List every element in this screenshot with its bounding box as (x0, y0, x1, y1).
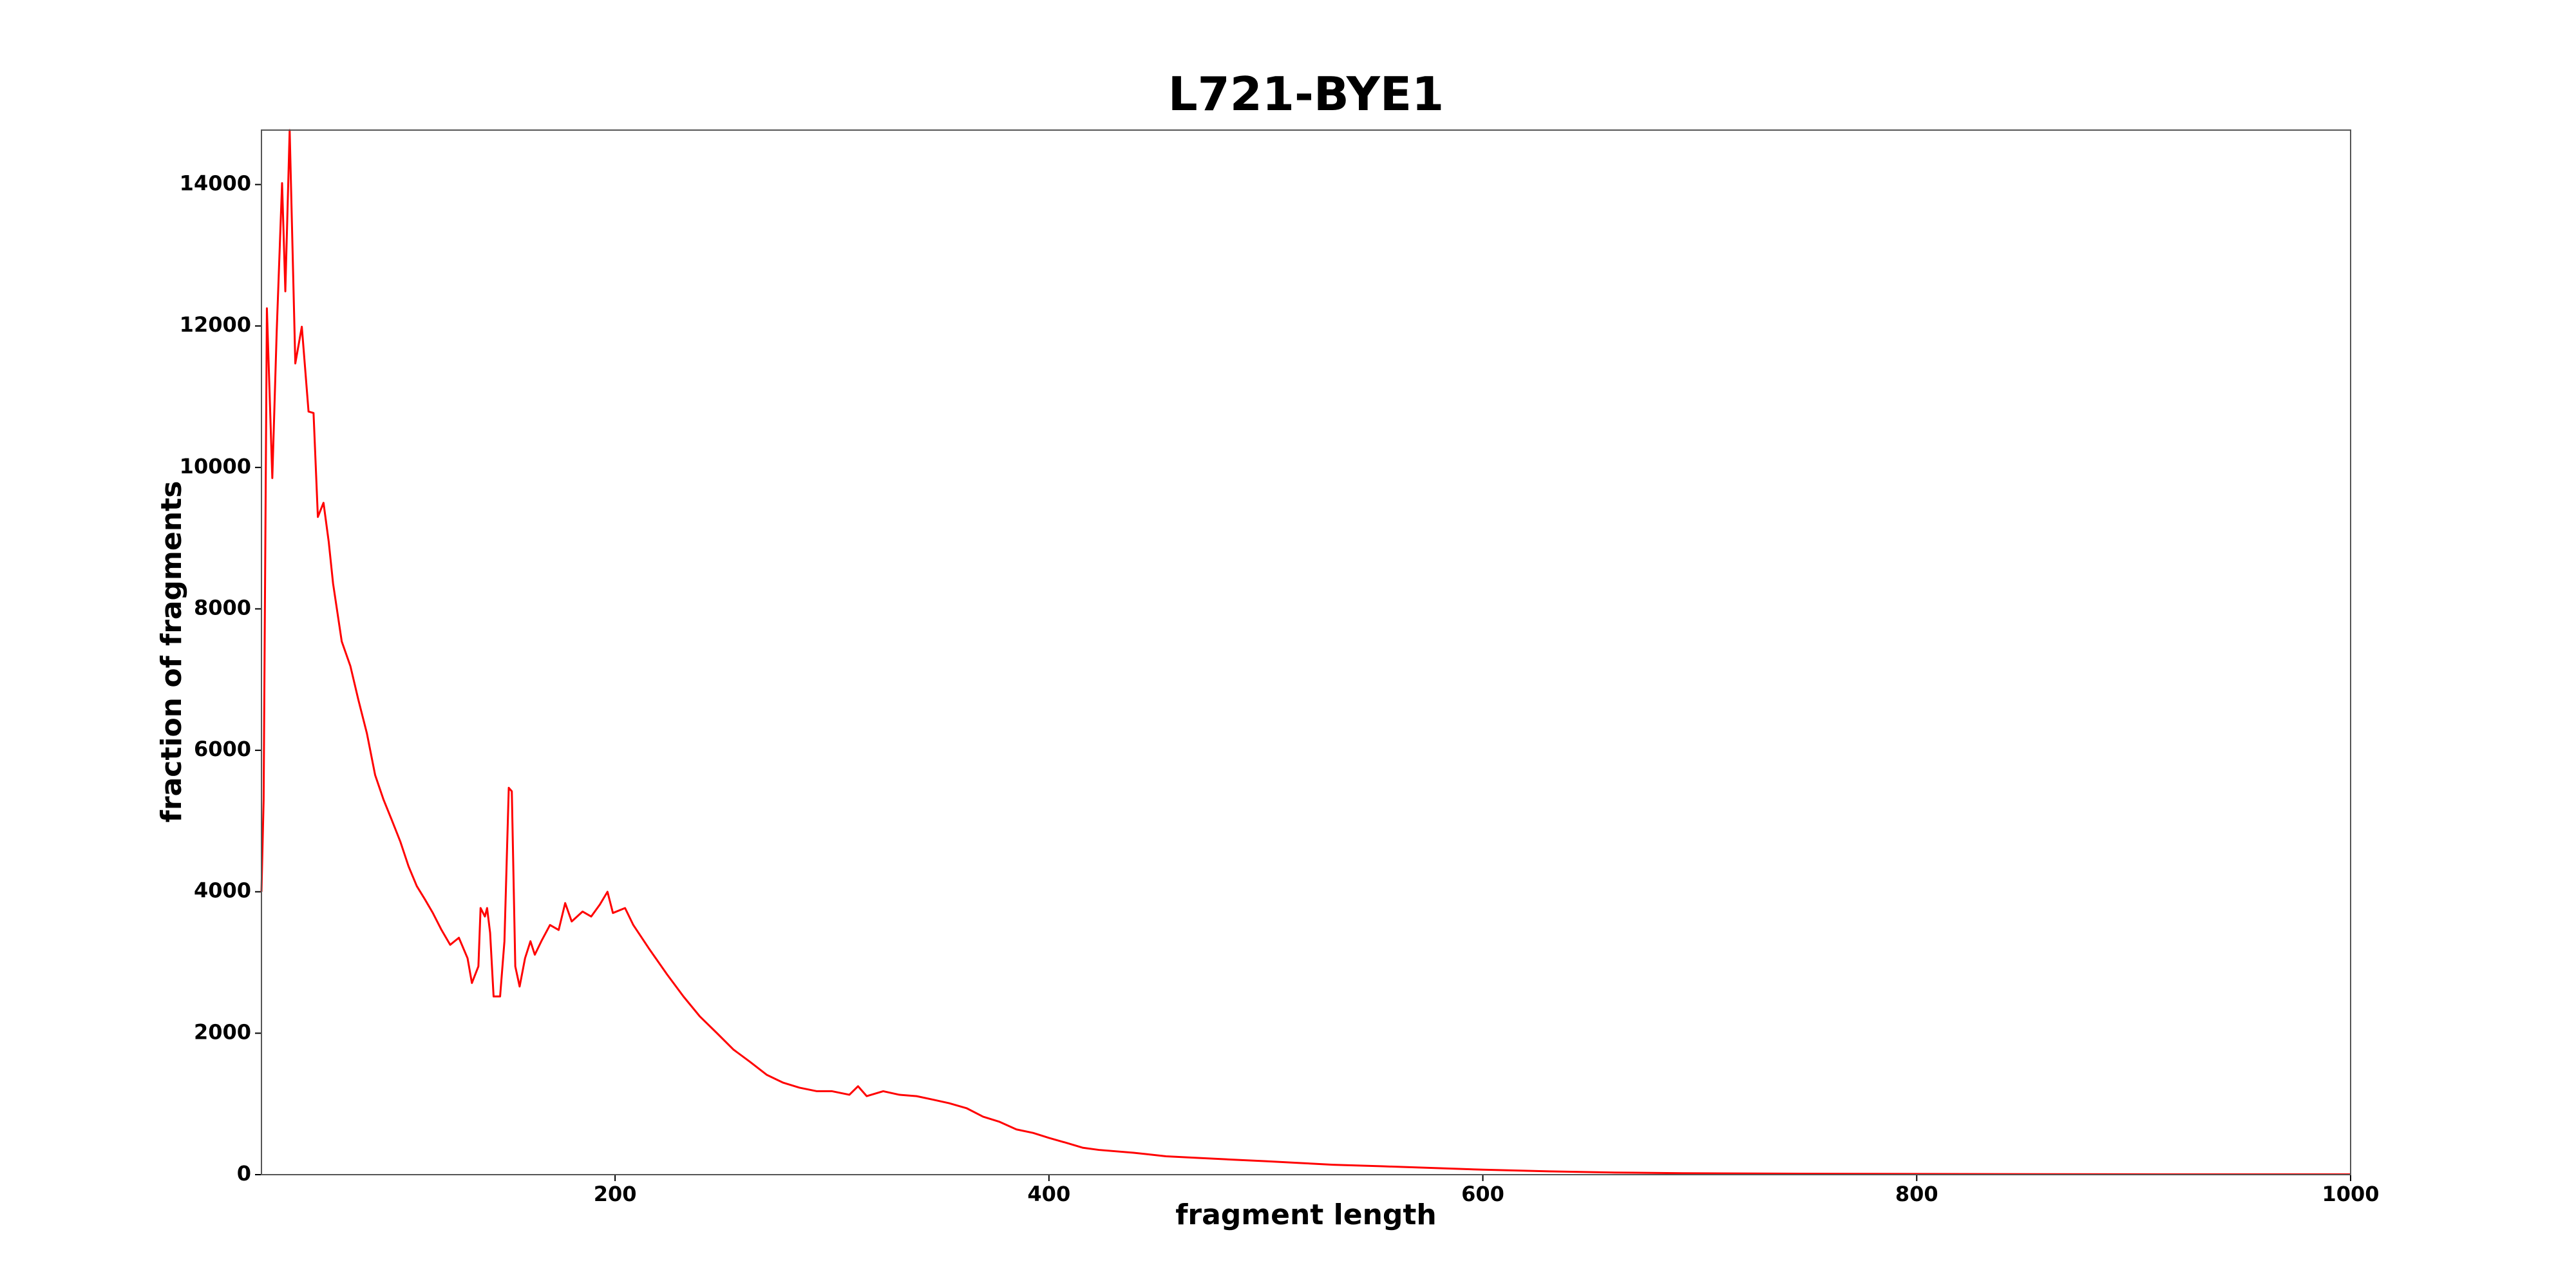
plot-frame (261, 129, 2351, 1175)
data-line (260, 129, 2351, 1176)
y-tick-label: 12000 (180, 312, 251, 337)
x-axis-label: fragment length (1175, 1198, 1437, 1231)
y-tick-label: 4000 (194, 878, 251, 903)
y-tick-label: 10000 (180, 454, 251, 478)
y-tick-label: 2000 (194, 1019, 251, 1044)
y-axis-label: fraction of fragments (155, 481, 188, 823)
y-tick-label: 0 (237, 1161, 251, 1186)
x-tick-label: 200 (594, 1182, 637, 1206)
x-tick-label: 800 (1895, 1182, 1938, 1206)
x-tick-label: 1000 (2322, 1182, 2379, 1206)
x-tick-label: 400 (1027, 1182, 1070, 1206)
chart-title: L721-BYE1 (1168, 67, 1444, 121)
y-tick-label: 8000 (194, 595, 251, 620)
x-tick-label: 600 (1461, 1182, 1504, 1206)
y-tick-label: 14000 (180, 171, 251, 196)
y-tick-label: 6000 (194, 737, 251, 761)
